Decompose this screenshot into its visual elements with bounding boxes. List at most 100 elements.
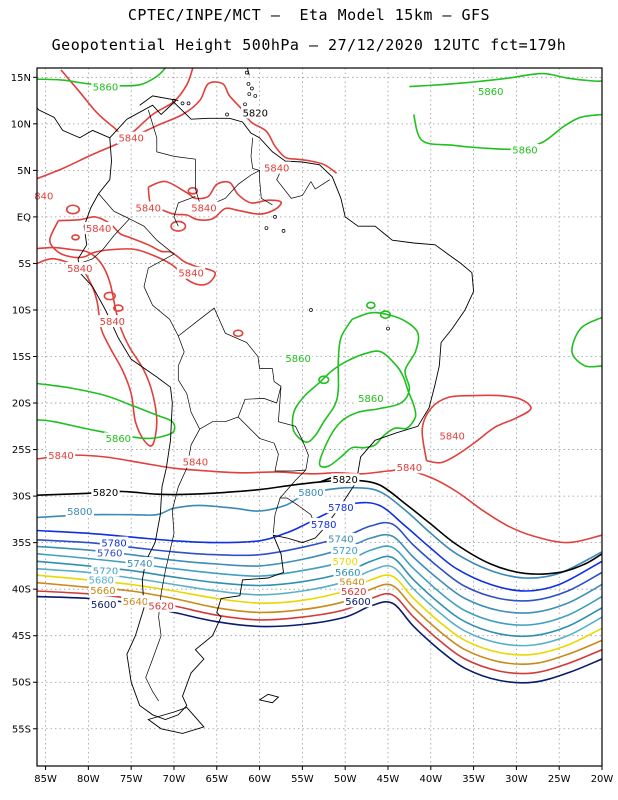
contour-label: 5620 (341, 587, 366, 598)
contour-label: 5740 (328, 535, 353, 546)
contour-label: 5720 (93, 566, 118, 577)
contour-5840-blob (65, 204, 81, 215)
lon-tick-label: 60W (248, 774, 271, 785)
lon-tick-label: 20W (591, 774, 614, 785)
contour-5860 (37, 382, 176, 440)
contour-label-bg (46, 449, 76, 462)
contour-label: 5800 (298, 488, 323, 499)
contour-label: 5860 (285, 354, 310, 365)
contour-label: 5660 (335, 568, 360, 579)
contour-label-bg (395, 461, 424, 474)
contour-label-bg (91, 80, 120, 93)
lon-tick-label: 75W (120, 774, 143, 785)
contour-5640 (37, 581, 602, 666)
island-dot (246, 81, 251, 86)
lon-tick-label: 80W (77, 774, 100, 785)
lon-tick-label: 45W (377, 774, 400, 785)
contour-label-bg (356, 392, 386, 405)
contour-label-bg (146, 599, 176, 612)
contour-label-bg (88, 584, 118, 597)
country-border (272, 497, 281, 534)
country-border (173, 196, 196, 227)
contour-label: 5840 (397, 463, 422, 474)
contour-5840 (147, 180, 282, 221)
contour-label: 5860 (512, 146, 537, 157)
lat-tick-label: 15N (11, 73, 31, 84)
island (197, 47, 212, 48)
contour-label: 5840 (118, 134, 143, 145)
country-border (279, 469, 318, 531)
contour-label: 5860 (106, 434, 131, 445)
contour-label-bg (121, 595, 150, 608)
island-dot (386, 326, 390, 331)
island (246, 68, 250, 76)
island-dot (186, 101, 191, 106)
contour-label: 5700 (332, 557, 357, 568)
contour-label-bg (87, 573, 116, 586)
contour-label-bg (330, 473, 360, 486)
country-border (237, 386, 309, 472)
contour-label: 5860 (478, 87, 503, 98)
contour-label-bg (91, 564, 120, 577)
country-border (199, 386, 282, 430)
coastline (147, 706, 205, 734)
contour-label-bg (98, 315, 127, 328)
lat-tick-label: 5S (18, 259, 31, 270)
lon-tick-label: 50W (334, 774, 357, 785)
contour-label-bg (84, 222, 113, 235)
contour-5860 (571, 316, 602, 368)
contour-label: 5840 (191, 203, 216, 214)
contour-label: 5780 (101, 538, 126, 549)
contour-label-bg (309, 518, 338, 531)
island-dot (309, 308, 313, 312)
contour-label: 5820 (243, 108, 268, 119)
contour-label: 5820 (332, 475, 357, 486)
country-border (145, 379, 201, 702)
lat-tick-label: 35S (12, 538, 31, 549)
contour-label-bg (125, 557, 154, 570)
contour-label: 5840 (183, 457, 208, 468)
contour-label: 5820 (93, 488, 118, 499)
contour-label-bg (116, 131, 146, 144)
island-dot (281, 229, 286, 233)
contour-label: 5840 (439, 431, 464, 442)
contour-5720 (37, 545, 602, 626)
contour-label-bg (65, 504, 95, 517)
map-title-line1: CPTEC/INPE/MCT – Eta Model 15km – GFS (127, 6, 491, 24)
contour-label-bg (189, 201, 219, 214)
island-dot (243, 102, 247, 107)
contour-5840-blob (187, 187, 199, 195)
contour-label: 5660 (90, 586, 115, 597)
contour-label-bg (333, 566, 362, 579)
contour-label: 5840 (264, 163, 289, 174)
contour-label-bg (181, 455, 210, 468)
contour-label-bg (95, 546, 124, 559)
lat-tick-label: 10S (12, 305, 31, 316)
island-dot (273, 215, 277, 219)
contour-label: 5720 (332, 546, 357, 557)
island-dot (253, 94, 258, 98)
contour-label: 5840 (178, 269, 203, 280)
contour-label-bg (262, 161, 291, 174)
island-dot (244, 70, 249, 75)
contour-label-bg (32, 189, 55, 202)
contour-label-bg (326, 501, 356, 514)
contour-5840-blob (170, 220, 187, 232)
contour-5860 (409, 72, 602, 88)
lat-tick-label: 45S (12, 631, 31, 642)
contour-5840-blob (232, 329, 244, 338)
contour-label-bg (330, 544, 360, 557)
island-dot (172, 98, 176, 103)
contour-label-bg (89, 598, 118, 611)
contour-label: 5800 (67, 507, 92, 518)
country-border (147, 109, 205, 208)
contour-label-bg (241, 106, 270, 119)
contour-label-bg (283, 352, 313, 365)
map-title-line2: Geopotential Height 500hPa – 27/12/2020 … (51, 36, 567, 54)
contour-label: 5740 (127, 559, 152, 570)
contour-5860-blob (379, 310, 392, 320)
country-border (178, 307, 282, 387)
country-border (129, 218, 185, 380)
contour-label-bg (339, 585, 368, 598)
contour-label: 5760 (97, 549, 122, 560)
